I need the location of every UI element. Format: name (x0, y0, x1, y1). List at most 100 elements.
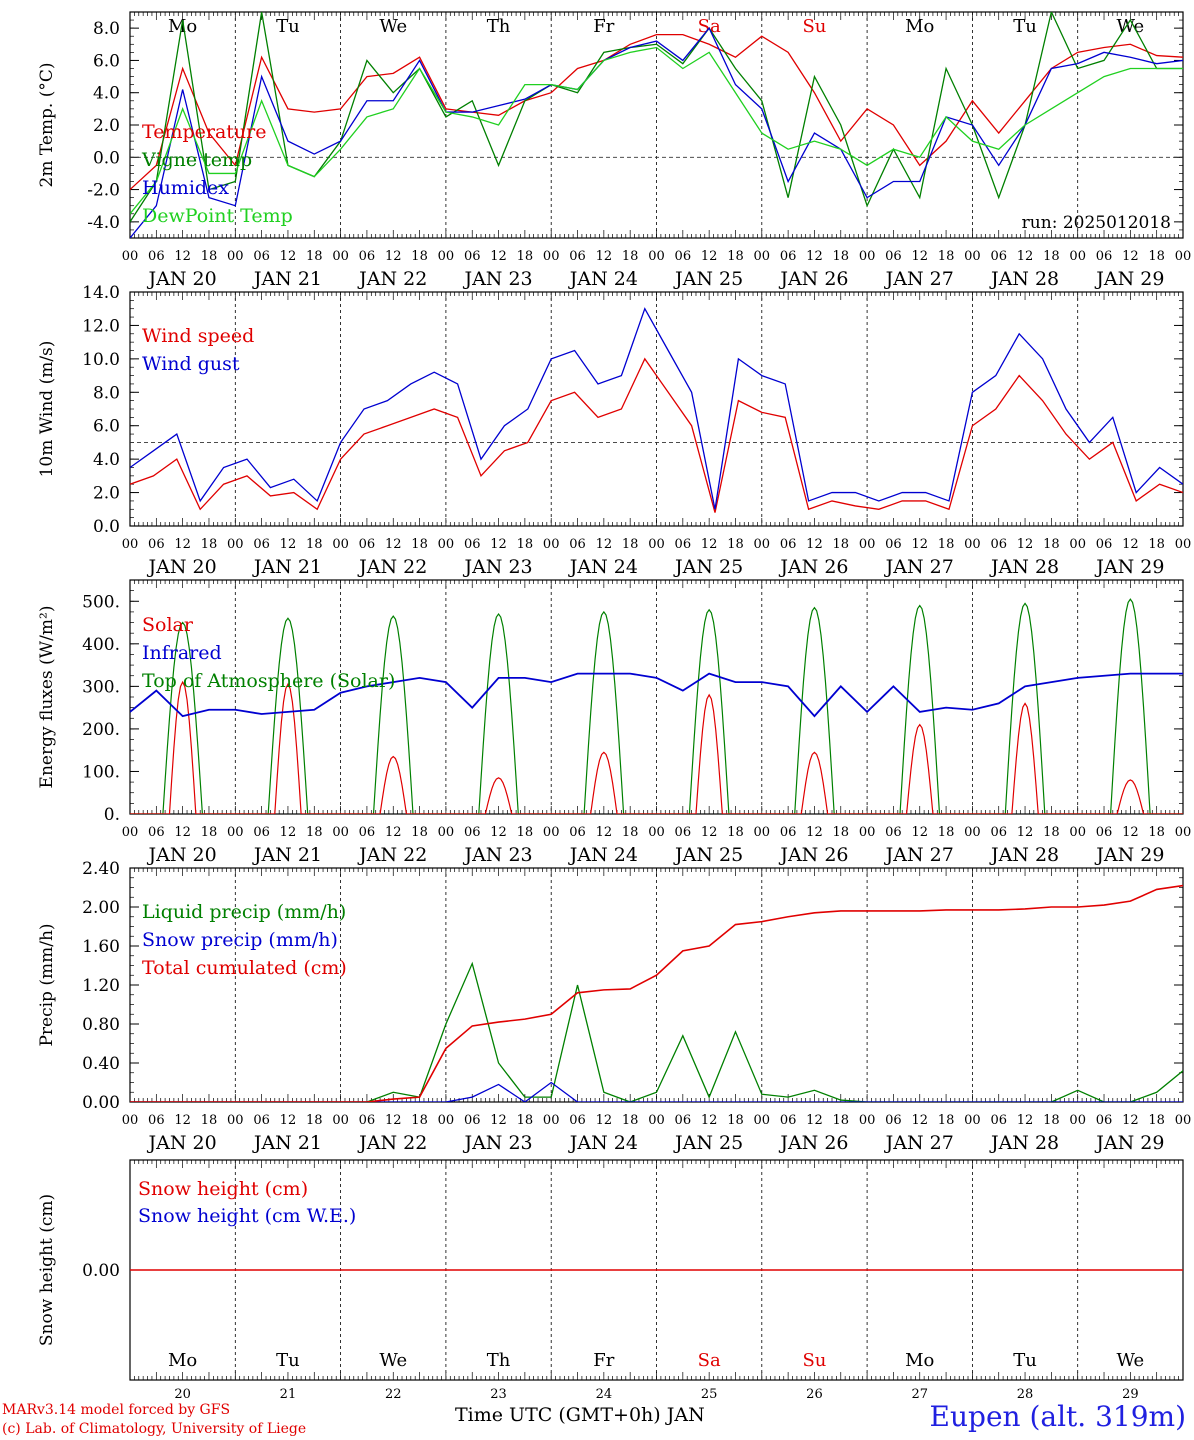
panel2-ytick-label: 12.0 (82, 316, 120, 336)
panel1-hour-label: 12 (806, 249, 823, 264)
panel1-hour-label: 12 (701, 249, 718, 264)
panel3-hour-label: 18 (833, 825, 850, 840)
panel2-ytick-label: 2.0 (93, 484, 120, 504)
panel2-hour-label: 18 (517, 537, 534, 552)
panel1-legend-2: Vigne temp (141, 149, 252, 171)
panel4-hour-label: 12 (701, 1113, 718, 1128)
panel2-hour-label: 00 (438, 537, 455, 552)
panel2-hour-label: 12 (174, 537, 191, 552)
panel2-day-label: JAN 21 (252, 556, 322, 578)
panel1-hour-label: 06 (359, 249, 376, 264)
panel2-day-label: JAN 26 (778, 556, 848, 578)
panel3-day-label: JAN 21 (252, 844, 322, 866)
panel2-legend-1: Wind speed (142, 325, 254, 347)
panel3-hour-label: 18 (306, 825, 323, 840)
panel2-hour-label: 06 (990, 537, 1007, 552)
panel3-hour-label: 00 (543, 825, 560, 840)
panel5-day-number: 25 (701, 1387, 718, 1400)
panel1-hour-label: 00 (122, 249, 139, 264)
panel5-weekday: Mo (168, 1350, 197, 1371)
panel3-day-label: JAN 25 (673, 844, 743, 866)
panel4-hour-label: 12 (174, 1113, 191, 1128)
panel1-weekday: Tu (276, 16, 300, 37)
panel5-day-number: 23 (490, 1387, 507, 1400)
panel3-hour-label: 06 (359, 825, 376, 840)
x-axis-label: Time UTC (GMT+0h) JAN (455, 1404, 705, 1426)
panel3-day-label: JAN 26 (778, 844, 848, 866)
panel1-weekday: Th (487, 16, 511, 37)
panel1-hour-label: 00 (332, 249, 349, 264)
panel2-ytick-label: 14.0 (82, 283, 120, 303)
panel2-day-label: JAN 29 (1094, 556, 1164, 578)
panel2-ytick-label: 8.0 (93, 383, 120, 403)
panel2-hour-label: 18 (411, 537, 428, 552)
panel4-ytick-label: 1.60 (82, 937, 120, 957)
panel4-hour-label: 00 (964, 1113, 981, 1128)
panel4-ytick-label: 0.80 (82, 1015, 120, 1035)
panel2-day-label: JAN 23 (462, 556, 532, 578)
panel2-hour-label: 18 (1148, 537, 1165, 552)
panel3-hour-label: 06 (885, 825, 902, 840)
panel2-hour-label: 12 (596, 537, 613, 552)
panel3-hour-label: 00 (227, 825, 244, 840)
panel3-toa-solar-line (130, 598, 1183, 814)
panel5-ytick-label: 0.00 (82, 1261, 120, 1281)
panel2-legend-2: Wind gust (142, 353, 240, 375)
panel2-hour-label: 18 (938, 537, 955, 552)
panel1-ytick-label: 6.0 (93, 51, 120, 71)
panel2-day-label: JAN 20 (147, 556, 217, 578)
panel5-weekday: We (1117, 1350, 1145, 1371)
panel1-hour-label: 12 (1017, 249, 1034, 264)
panel3-legend-2: Infrared (142, 642, 222, 664)
panel2-hour-label: 18 (1043, 537, 1060, 552)
panel4-hour-label: 00 (1175, 1113, 1192, 1128)
panel1-hour-label: 06 (148, 249, 165, 264)
panel1-hour-label: 06 (569, 249, 586, 264)
panel4-hour-label: 06 (464, 1113, 481, 1128)
panel3-legend-3: Top of Atmosphere (Solar) (142, 670, 395, 692)
panel4-hour-label: 06 (148, 1113, 165, 1128)
panel2-day-label: JAN 27 (884, 556, 954, 578)
panel4-legend-3: Total cumulated (cm) (142, 957, 347, 979)
panel5-weekday: Th (487, 1350, 511, 1371)
panel2-hour-label: 06 (464, 537, 481, 552)
panel4-hour-label: 06 (1096, 1113, 1113, 1128)
panel3-day-label: JAN 22 (357, 844, 427, 866)
panel2-hour-label: 18 (622, 537, 639, 552)
panel3-hour-label: 18 (727, 825, 744, 840)
panel2-hour-label: 00 (859, 537, 876, 552)
panel4-hour-label: 06 (359, 1113, 376, 1128)
panel4-day-label: JAN 25 (673, 1132, 743, 1154)
panel5-day-number: 21 (280, 1387, 297, 1400)
panel5-day-number: 24 (596, 1387, 613, 1400)
panel3-day-label: JAN 29 (1094, 844, 1164, 866)
panel2-hour-label: 12 (701, 537, 718, 552)
panel1-day-label: JAN 24 (568, 268, 638, 290)
panel3-hour-label: 12 (911, 825, 928, 840)
panel4-day-label: JAN 22 (357, 1132, 427, 1154)
panel4-hour-label: 12 (911, 1113, 928, 1128)
panel1-hour-label: 18 (727, 249, 744, 264)
panel3-hour-label: 18 (622, 825, 639, 840)
panel2-hour-label: 06 (569, 537, 586, 552)
panel2-ytick-label: 4.0 (93, 450, 120, 470)
panel3-hour-label: 06 (148, 825, 165, 840)
panel1-series-line-4 (130, 46, 1183, 215)
panel1-hour-label: 00 (438, 249, 455, 264)
panel1-hour-label: 18 (938, 249, 955, 264)
panel4-hour-label: 18 (411, 1113, 428, 1128)
panel1-hour-label: 12 (385, 249, 402, 264)
panel5-legend-1: Snow height (cm) (138, 1178, 308, 1200)
panel2-hour-label: 00 (227, 537, 244, 552)
panel1-hour-label: 00 (859, 249, 876, 264)
panel1-hour-label: 00 (227, 249, 244, 264)
panel2-hour-label: 18 (833, 537, 850, 552)
panel2-day-label: JAN 22 (357, 556, 427, 578)
panel3-day-label: JAN 27 (884, 844, 954, 866)
panel4-series-line-1 (130, 961, 1183, 1102)
panel1-day-label: JAN 20 (147, 268, 217, 290)
panel3-hour-label: 06 (569, 825, 586, 840)
panel5-ylabel: Snow height (cm) (37, 1194, 57, 1346)
panel5-weekday: Tu (276, 1350, 300, 1371)
panel1-day-label: JAN 27 (884, 268, 954, 290)
